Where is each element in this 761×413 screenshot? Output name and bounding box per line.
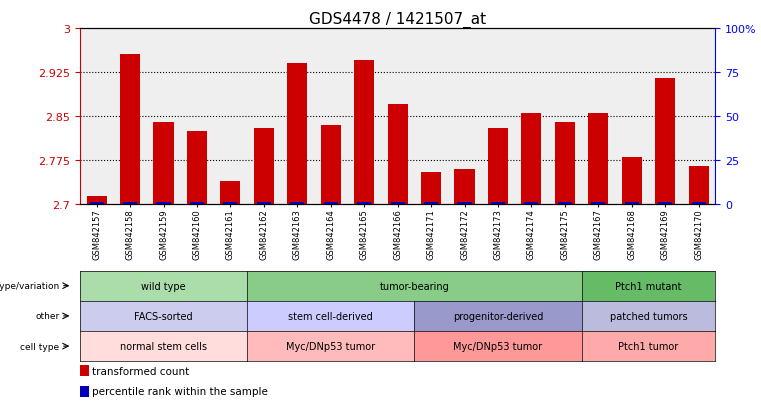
Bar [692, 202, 705, 205]
Bar [658, 202, 672, 205]
Text: Myc/DNp53 tumor: Myc/DNp53 tumor [454, 341, 543, 351]
Bar [591, 202, 605, 205]
Bar [157, 202, 170, 205]
Bar [454, 170, 475, 205]
Bar [80, 365, 90, 376]
Bar [256, 202, 271, 205]
Bar [187, 132, 207, 205]
Bar [221, 181, 240, 205]
Bar [154, 123, 174, 205]
Bar [555, 123, 575, 205]
Bar [354, 61, 374, 205]
Bar [123, 202, 137, 205]
Bar [190, 202, 204, 205]
Text: progenitor-derived: progenitor-derived [453, 311, 543, 321]
Bar [290, 202, 304, 205]
Text: cell type: cell type [21, 342, 59, 351]
Bar [390, 202, 405, 205]
Bar [524, 202, 539, 205]
Bar [254, 128, 274, 205]
Text: normal stem cells: normal stem cells [120, 341, 207, 351]
Bar [622, 158, 642, 205]
Text: Ptch1 mutant: Ptch1 mutant [615, 281, 682, 291]
Bar [323, 202, 338, 205]
Bar [521, 114, 541, 205]
Bar [488, 128, 508, 205]
Bar [424, 202, 438, 205]
Bar [421, 173, 441, 205]
Text: FACS-sorted: FACS-sorted [134, 311, 193, 321]
Text: patched tumors: patched tumors [610, 311, 687, 321]
Text: Myc/DNp53 tumor: Myc/DNp53 tumor [286, 341, 375, 351]
Bar [87, 196, 107, 205]
Bar [80, 386, 90, 397]
Bar [625, 202, 638, 205]
Bar [457, 202, 472, 205]
Bar [120, 55, 140, 205]
Bar [491, 202, 505, 205]
Text: other: other [35, 312, 59, 320]
Text: stem cell-derived: stem cell-derived [288, 311, 373, 321]
Text: genotype/variation: genotype/variation [0, 282, 59, 290]
Bar [387, 105, 408, 205]
Bar [588, 114, 608, 205]
Bar [320, 126, 341, 205]
Title: GDS4478 / 1421507_at: GDS4478 / 1421507_at [309, 12, 486, 28]
Bar [689, 167, 708, 205]
Text: transformed count: transformed count [92, 366, 189, 375]
Text: Ptch1 tumor: Ptch1 tumor [619, 341, 679, 351]
Bar [357, 202, 371, 205]
Bar [655, 79, 675, 205]
Bar [224, 202, 237, 205]
Bar [90, 202, 103, 205]
Text: wild type: wild type [142, 281, 186, 291]
Bar [558, 202, 572, 205]
Bar [287, 64, 307, 205]
Text: percentile rank within the sample: percentile rank within the sample [92, 387, 268, 396]
Text: tumor-bearing: tumor-bearing [380, 281, 449, 291]
